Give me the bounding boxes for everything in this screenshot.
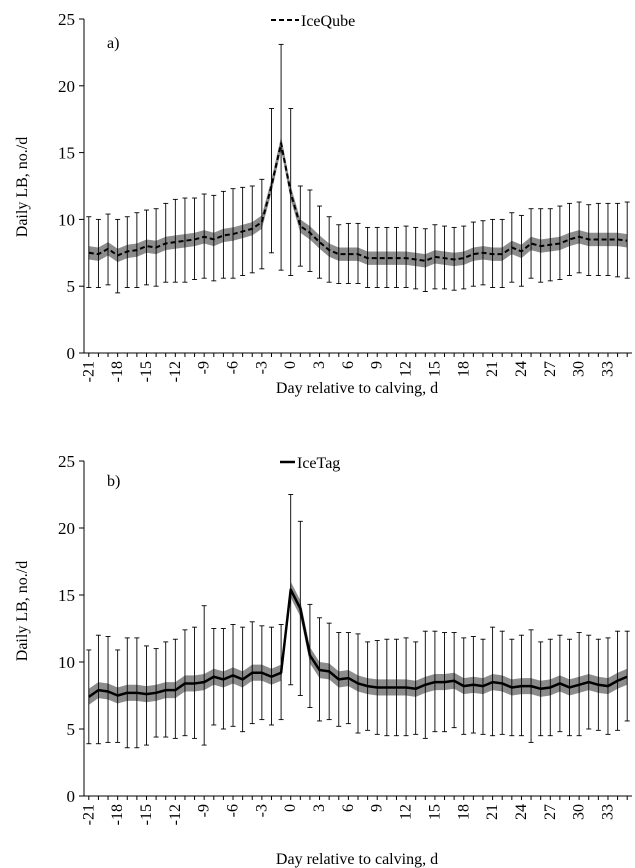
y-tick-label: 15: [58, 586, 75, 605]
x-tick-label: -18: [109, 361, 126, 382]
x-tick-label: -12: [167, 361, 184, 382]
series-line: [88, 142, 628, 262]
x-tick-label: -3: [253, 804, 270, 817]
x-tick-label: 9: [369, 361, 386, 369]
y-tick-label: 0: [67, 344, 76, 363]
panel-label: a): [107, 35, 119, 52]
x-tick-label: 18: [455, 361, 472, 377]
x-tick-label: 21: [484, 361, 501, 377]
x-tick-label: 6: [340, 361, 357, 369]
x-tick-label: -15: [138, 361, 155, 382]
y-tick-label: 5: [67, 720, 76, 739]
y-tick-label: 10: [58, 653, 75, 672]
y-axis-label: Daily LB, no./d: [14, 561, 31, 661]
y-axis-label: Daily LB, no./d: [14, 137, 31, 237]
x-tick-label: 3: [311, 361, 328, 369]
legend-label-iceqube: IceQube: [301, 13, 355, 30]
x-axis-label: Day relative to calving, d: [276, 851, 438, 868]
x-tick-label: -18: [109, 804, 126, 825]
x-tick-label: 30: [571, 361, 588, 377]
x-tick-label: 15: [426, 361, 443, 377]
series-line: [88, 588, 628, 698]
x-axis-label: Day relative to calving, d: [276, 380, 438, 397]
x-tick-label: 12: [398, 804, 415, 820]
x-tick-label: 33: [599, 361, 616, 377]
y-tick-label: 25: [58, 10, 75, 29]
x-tick-label: 0: [282, 804, 299, 812]
x-tick-label: -9: [196, 804, 213, 817]
x-tick-label: -21: [80, 804, 97, 825]
y-tick-label: 0: [67, 787, 76, 806]
x-tick-label: 15: [426, 804, 443, 820]
y-tick-label: 10: [58, 210, 75, 229]
x-tick-label: -3: [253, 361, 270, 374]
x-tick-label: 24: [513, 804, 530, 820]
y-tick-label: 20: [58, 519, 75, 538]
x-tick-label: 18: [455, 804, 472, 820]
x-tick-label: 27: [542, 361, 559, 377]
y-tick-label: 5: [67, 277, 76, 296]
panel-label: b): [107, 473, 120, 490]
x-tick-label: 30: [571, 804, 588, 820]
x-tick-label: -6: [225, 361, 242, 374]
legend: IceTag: [280, 455, 340, 472]
chart-panel-b: b) IceTag Daily LB, no./d Day relative t…: [14, 452, 632, 868]
x-tick-label: 9: [369, 804, 386, 812]
chart-panel-a: a) IceQube Daily LB, no./d Day relative …: [14, 10, 632, 397]
y-tick-label: 25: [58, 452, 75, 471]
x-tick-label: -15: [138, 804, 155, 825]
x-tick-label: 6: [340, 804, 357, 812]
x-tick-label: 27: [542, 804, 559, 820]
x-tick-label: 3: [311, 804, 328, 812]
x-tick-label: 24: [513, 361, 530, 377]
x-tick-label: 12: [398, 361, 415, 377]
x-tick-label: 33: [599, 804, 616, 820]
x-tick-label: 0: [282, 361, 299, 369]
x-tick-label: -21: [80, 361, 97, 382]
y-tick-label: 15: [58, 144, 75, 163]
x-tick-label: -9: [196, 361, 213, 374]
y-tick-label: 20: [58, 77, 75, 96]
legend-label-icetag: IceTag: [297, 455, 340, 472]
x-tick-label: -6: [225, 804, 242, 817]
legend: IceQube: [271, 13, 355, 30]
x-tick-label: -12: [167, 804, 184, 825]
x-tick-label: 21: [484, 804, 501, 820]
